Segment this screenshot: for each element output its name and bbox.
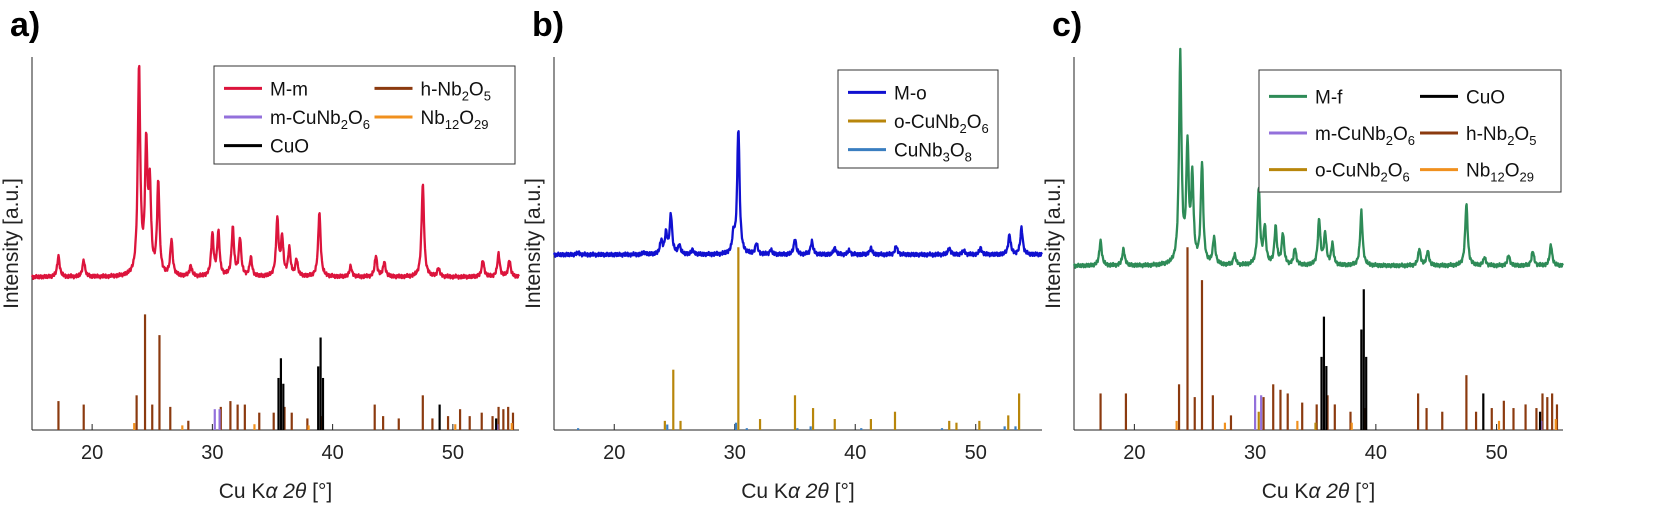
legend-label: m-CuNb2O6	[1315, 124, 1415, 148]
legend-label: h-Nb2O5	[421, 79, 491, 103]
pattern-line-M-o	[552, 130, 1043, 258]
legend: M-m h-Nb2O5 m-CuNb2O6 Nb12O29 CuO	[213, 65, 516, 165]
x-axis-label: Cu Kα 2θ [°]	[219, 480, 332, 503]
reference-o-CuNb2O6	[663, 247, 1021, 430]
legend-label: M-o	[894, 83, 927, 104]
pattern-line-M-m	[30, 64, 520, 281]
legend-label: o-CuNb2O6	[1315, 161, 1410, 185]
x-tick-label: 30	[1244, 442, 1266, 464]
x-tick-label: 20	[603, 442, 625, 464]
legend-label: m-CuNb2O6	[270, 108, 370, 132]
x-tick-label: 20	[1123, 442, 1145, 464]
x-tick-label: 50	[442, 442, 464, 464]
panel-c: c) 20 30 40 50 Cu Kα 2θ [°] Intensity [a.u.] M-…	[1042, 6, 1564, 503]
y-axis-label: Intensity [a.u.]	[0, 178, 23, 309]
x-tick-label: 50	[1485, 442, 1507, 464]
legend-label: CuNb3O8	[894, 141, 972, 165]
reference-m-CuNb2O6	[1254, 395, 1543, 430]
legend-box	[837, 69, 999, 169]
legend: M-f CuO m-CuNb2O6 h-Nb2O5 o-CuNb2O6 Nb12O29	[1258, 69, 1562, 193]
legend-box	[213, 65, 516, 165]
panel-b: b) 20 30 40 50 Cu Kα 2θ [°] Intensity [a.u.] M-…	[522, 6, 1043, 503]
y-axis-label: Intensity [a.u.]	[522, 178, 545, 309]
legend-label: Nb12O29	[1466, 161, 1534, 185]
reference-Nb12O29	[133, 423, 513, 430]
reference-CuO	[277, 337, 498, 430]
legend-box	[1258, 69, 1562, 193]
legend-label: CuO	[1466, 87, 1505, 108]
x-tick-label: 30	[724, 442, 746, 464]
legend: M-o o-CuNb2O6 CuNb3O8	[837, 69, 999, 169]
panel-label: b)	[532, 6, 564, 44]
x-tick-label: 40	[1365, 442, 1387, 464]
legend-label: Nb12O29	[421, 108, 489, 132]
legend-label: h-Nb2O5	[1466, 124, 1536, 148]
reference-o-CuNb2O6	[1257, 411, 1542, 430]
legend-label: M-f	[1315, 87, 1343, 108]
reference-CuNb3O8	[576, 422, 1017, 430]
y-axis-label: Intensity [a.u.]	[1042, 178, 1065, 309]
panel-a: a) 20 30 40 50 Cu Kα 2θ [°] Intensity [a.u.] M-…	[0, 6, 520, 503]
reference-Nb12O29	[1175, 419, 1557, 430]
legend-label: o-CuNb2O6	[894, 112, 989, 136]
reference-m-CuNb2O6	[213, 409, 499, 430]
reference-CuO	[1320, 289, 1542, 430]
x-tick-label: 30	[201, 442, 223, 464]
x-tick-label: 50	[965, 442, 987, 464]
x-tick-label: 40	[321, 442, 343, 464]
x-tick-label: 40	[844, 442, 866, 464]
x-axis-label: Cu Kα 2θ [°]	[741, 480, 854, 503]
x-tick-label: 20	[81, 442, 103, 464]
legend-label: M-m	[270, 79, 308, 100]
reference-h-Nb2O5	[57, 314, 515, 430]
panel-label: c)	[1052, 6, 1082, 44]
x-axis-label: Cu Kα 2θ [°]	[1262, 480, 1375, 503]
pattern-line-M-f	[1072, 47, 1564, 269]
legend-label: CuO	[270, 137, 309, 158]
reference-h-Nb2O5	[1099, 247, 1559, 430]
panel-label: a)	[10, 6, 40, 44]
